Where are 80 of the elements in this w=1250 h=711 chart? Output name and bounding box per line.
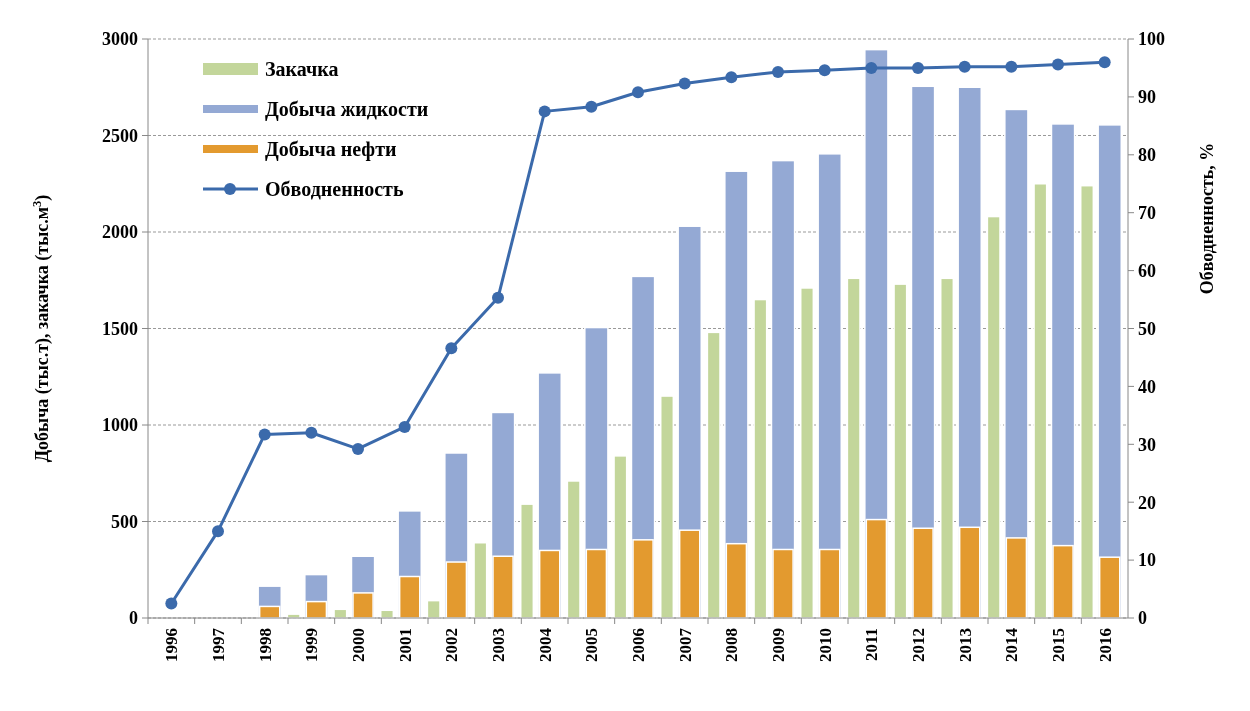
- point: [865, 61, 878, 74]
- x-tick-label: 2013: [955, 628, 975, 662]
- y2-tick-label: 70: [1138, 203, 1156, 223]
- x-tick-label: 1999: [302, 628, 322, 662]
- y2-tick-label: 80: [1138, 145, 1156, 166]
- point: [632, 86, 644, 99]
- x-tick-label: 2010: [815, 628, 835, 662]
- bar: [706, 331, 721, 619]
- y-tick-label: 2000: [102, 222, 138, 243]
- point: [212, 525, 224, 538]
- y2-tick-label: 100: [1138, 29, 1165, 50]
- bar: [566, 480, 581, 619]
- y2-tick-label: 20: [1138, 492, 1156, 513]
- bar: [426, 599, 441, 619]
- legend-label: Обводненность: [265, 178, 404, 200]
- y2-tick-label: 0: [1138, 608, 1147, 629]
- x-tick-label: 1996: [162, 628, 182, 662]
- bar: [1079, 184, 1095, 619]
- x-tick-label: 2014: [1002, 627, 1022, 662]
- point: [352, 442, 364, 455]
- y2-axis-title: Обводненность, %: [1197, 142, 1217, 295]
- bar: [519, 503, 535, 619]
- x-tick-label: 2006: [628, 628, 648, 662]
- point: [818, 64, 831, 77]
- point: [585, 100, 598, 113]
- bar: [939, 277, 955, 619]
- x-tick-label: 2003: [488, 628, 508, 662]
- bar: [659, 395, 675, 619]
- point: [398, 420, 411, 433]
- y-tick-label: 1000: [102, 415, 138, 436]
- legend-label: Добыча жидкости: [265, 98, 429, 121]
- y2-tick-label: 10: [1138, 550, 1156, 571]
- point: [772, 66, 784, 78]
- bar: [1033, 183, 1048, 619]
- y-tick-label: 0: [129, 608, 138, 629]
- bar: [846, 277, 861, 619]
- y-tick-label: 500: [111, 511, 138, 532]
- x-tick-label: 2001: [395, 628, 415, 662]
- point: [305, 426, 318, 439]
- bar: [986, 215, 1001, 619]
- legend-label: Добыча нефти: [265, 138, 397, 161]
- y-tick-label: 3000: [102, 29, 138, 50]
- x-tick-label: 2002: [442, 628, 462, 662]
- y2-tick-label: 60: [1138, 260, 1156, 281]
- point: [912, 61, 924, 74]
- x-tick-label: 2016: [1095, 628, 1115, 662]
- bar: [753, 298, 768, 619]
- bar: [613, 455, 628, 619]
- x-tick-label: 2015: [1048, 628, 1068, 662]
- bar: [893, 283, 908, 619]
- point: [958, 60, 971, 73]
- x-tick-label: 2011: [862, 628, 882, 662]
- x-tick-label: 2008: [722, 628, 742, 662]
- y2-tick-label: 30: [1138, 434, 1156, 455]
- point: [445, 342, 458, 355]
- point: [678, 77, 691, 90]
- bar: [799, 287, 815, 619]
- point: [1098, 56, 1111, 69]
- legend-label: Закачка: [265, 58, 339, 80]
- point: [1005, 60, 1018, 73]
- point: [165, 597, 178, 610]
- x-tick-label: 2005: [582, 628, 602, 662]
- x-tick-label: 2007: [675, 627, 695, 662]
- y-tick-label: 2500: [102, 125, 138, 146]
- x-tick-label: 2000: [348, 628, 368, 662]
- y-tick-label: 1500: [102, 318, 138, 339]
- x-tick-label: 2009: [768, 628, 788, 662]
- y2-tick-label: 40: [1138, 376, 1156, 397]
- bar: [473, 541, 488, 619]
- point: [538, 105, 551, 118]
- point: [1052, 58, 1064, 71]
- y2-tick-label: 90: [1138, 87, 1156, 108]
- y2-tick-label: 50: [1138, 318, 1156, 339]
- x-tick-label: 2012: [908, 628, 928, 662]
- x-tick-label: 1998: [255, 628, 275, 662]
- point: [725, 71, 738, 84]
- point: [492, 291, 504, 304]
- point: [258, 428, 271, 441]
- x-tick-label: 2004: [535, 627, 555, 662]
- x-tick-label: 1997: [208, 627, 228, 662]
